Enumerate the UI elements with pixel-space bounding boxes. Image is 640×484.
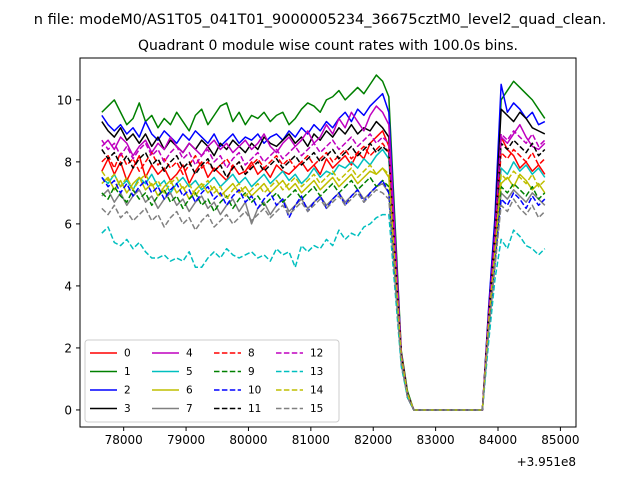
y-axis: 0 2 4 6 8 10 — [57, 93, 80, 417]
legend-label-15: 15 — [310, 403, 323, 415]
x-tick-label: 85000 — [541, 433, 579, 447]
chart-title: Quadrant 0 module wise count rates with … — [138, 38, 518, 54]
figure-suptitle: n file: modeM0/AS1T05_041T01_9000005234_… — [34, 12, 606, 28]
x-axis-offset-label: +3.951e8 — [517, 455, 576, 469]
legend-label-6: 6 — [186, 385, 193, 397]
series-layer — [101, 74, 546, 411]
y-tick-label: 2 — [64, 341, 72, 355]
series-line-15 — [101, 189, 546, 411]
y-tick-label: 4 — [64, 279, 72, 293]
legend-box — [84, 339, 340, 423]
x-tick-label: 84000 — [479, 433, 517, 447]
y-tick-label: 10 — [57, 93, 72, 107]
legend-label-12: 12 — [310, 348, 323, 360]
x-tick-label: 83000 — [417, 433, 455, 447]
legend-label-11: 11 — [248, 403, 261, 415]
legend-label-8: 8 — [248, 348, 255, 360]
x-tick-label: 82000 — [354, 433, 392, 447]
x-tick-label: 80000 — [229, 433, 267, 447]
legend-label-14: 14 — [310, 385, 324, 397]
legend-label-0: 0 — [124, 348, 131, 360]
legend-label-3: 3 — [124, 403, 131, 415]
plot-frame — [79, 57, 577, 428]
x-tick-label: 79000 — [167, 433, 205, 447]
y-tick-label: 0 — [64, 403, 72, 417]
legend-label-1: 1 — [124, 366, 131, 378]
legend-label-5: 5 — [186, 366, 193, 378]
y-tick-label: 8 — [64, 155, 72, 169]
legend-label-4: 4 — [186, 348, 193, 360]
legend-label-9: 9 — [248, 366, 255, 378]
x-tick-label: 81000 — [292, 433, 330, 447]
series-line-14 — [101, 164, 546, 411]
series-line-8 — [101, 142, 546, 411]
x-axis: 78000 79000 80000 81000 82000 83000 84000 85000 — [105, 427, 579, 447]
legend-label-13: 13 — [310, 366, 323, 378]
legend-label-10: 10 — [248, 385, 261, 397]
y-tick-label: 6 — [64, 217, 72, 231]
x-tick-label: 78000 — [105, 433, 143, 447]
legend-label-2: 2 — [124, 385, 131, 397]
legend-label-7: 7 — [186, 403, 193, 415]
